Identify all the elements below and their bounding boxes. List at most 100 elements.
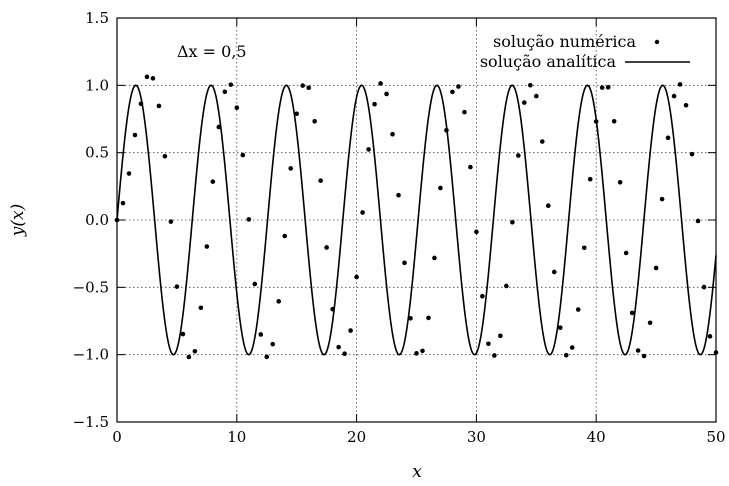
numeric-point	[378, 81, 383, 86]
y-tick-label: −0.5	[73, 278, 109, 296]
numeric-point	[696, 219, 701, 224]
numeric-point	[139, 101, 144, 106]
numeric-point	[606, 85, 611, 90]
numeric-point	[175, 284, 180, 289]
numeric-point	[546, 203, 551, 208]
numeric-point	[246, 217, 251, 222]
numeric-point	[492, 353, 497, 358]
x-tick-label: 0	[112, 428, 122, 446]
numeric-point	[360, 210, 365, 215]
numeric-point	[558, 325, 563, 330]
numeric-point	[282, 234, 287, 239]
numeric-point	[127, 171, 132, 176]
numeric-point	[426, 316, 431, 321]
numeric-point	[217, 125, 222, 130]
numeric-point	[342, 351, 347, 356]
numeric-point	[223, 89, 228, 94]
numeric-point	[288, 166, 293, 171]
numeric-point	[276, 299, 281, 304]
legend-label-analytic: solução analítica	[480, 52, 617, 71]
numeric-point	[612, 119, 617, 124]
numeric-point	[702, 285, 707, 290]
y-tick-label: 1.0	[85, 76, 109, 94]
numeric-point	[402, 261, 407, 266]
numeric-point	[414, 351, 419, 356]
numeric-point	[145, 75, 150, 80]
numeric-point	[163, 154, 168, 159]
x-tick-label: 10	[227, 428, 246, 446]
numeric-point	[642, 354, 647, 359]
numeric-point	[456, 84, 461, 89]
numeric-point	[432, 256, 437, 261]
numeric-point	[306, 85, 311, 90]
numeric-point	[486, 341, 491, 346]
numeric-point	[318, 178, 323, 183]
numeric-point	[600, 85, 605, 90]
numeric-point	[498, 334, 503, 339]
numeric-point	[576, 307, 581, 312]
numeric-point	[169, 219, 174, 224]
numeric-point	[552, 270, 557, 275]
y-tick-label: 1.5	[85, 9, 109, 27]
y-tick-label: 0.0	[85, 211, 109, 229]
numeric-point	[480, 294, 485, 299]
numeric-point	[618, 180, 623, 185]
numeric-point	[624, 251, 629, 256]
x-tick-label: 20	[347, 428, 366, 446]
numeric-point	[450, 90, 455, 95]
numeric-point	[678, 82, 683, 87]
numeric-point	[199, 306, 204, 311]
numeric-point	[258, 332, 263, 337]
numeric-point	[121, 201, 126, 206]
numeric-point	[193, 349, 198, 354]
numeric-point	[540, 139, 545, 144]
x-tick-label: 40	[587, 428, 606, 446]
numeric-point	[564, 353, 569, 358]
numeric-point	[672, 94, 677, 99]
numeric-point	[157, 104, 162, 109]
numeric-point	[690, 152, 695, 157]
numeric-point	[240, 153, 245, 158]
numeric-point	[654, 266, 659, 271]
numeric-point	[468, 165, 473, 170]
numeric-point	[151, 76, 156, 81]
numeric-point	[354, 275, 359, 280]
numeric-point	[444, 128, 449, 133]
numeric-point	[270, 342, 275, 347]
numeric-point	[708, 334, 713, 339]
x-tick-label: 50	[706, 428, 725, 446]
numeric-point	[312, 119, 317, 124]
legend-label-numeric: solução numérica	[493, 32, 636, 51]
numeric-point	[252, 282, 257, 287]
numeric-point	[133, 133, 138, 138]
numeric-point	[366, 147, 371, 152]
numeric-point	[534, 94, 539, 99]
numeric-point	[390, 132, 395, 137]
x-axis-label: x	[412, 462, 422, 482]
numeric-point	[474, 230, 479, 235]
numeric-point	[516, 153, 521, 158]
numeric-point	[372, 102, 377, 107]
numeric-point	[666, 136, 671, 141]
numeric-point	[660, 197, 665, 202]
numeric-point	[528, 83, 533, 88]
y-tick-label: 0.5	[85, 144, 109, 162]
numeric-point	[636, 348, 641, 353]
numeric-point	[205, 244, 210, 249]
numeric-point	[594, 119, 599, 124]
delta-x-annotation: Δx = 0,5	[177, 42, 247, 61]
numeric-point	[522, 100, 527, 105]
y-tick-label: −1.0	[73, 346, 109, 364]
numeric-point	[294, 111, 299, 116]
numeric-point	[630, 311, 635, 316]
numeric-point	[684, 103, 689, 108]
numeric-point	[408, 316, 413, 321]
numeric-point	[235, 105, 240, 110]
numeric-point	[438, 186, 443, 191]
numeric-point	[324, 245, 329, 250]
numeric-point	[348, 328, 353, 333]
numeric-point	[582, 245, 587, 250]
numeric-point	[588, 177, 593, 182]
